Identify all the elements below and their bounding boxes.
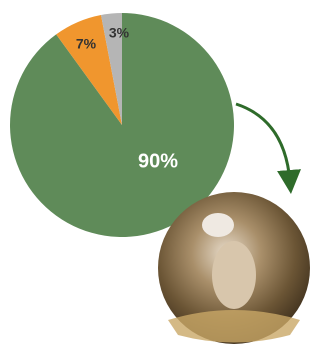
slice-label: 3% [109, 25, 130, 41]
chart: 90% 7% 3% [0, 0, 315, 347]
slice-label: 90% [138, 150, 178, 172]
photo [158, 192, 310, 344]
slice-label: 7% [76, 36, 97, 52]
arrow [236, 104, 290, 182]
